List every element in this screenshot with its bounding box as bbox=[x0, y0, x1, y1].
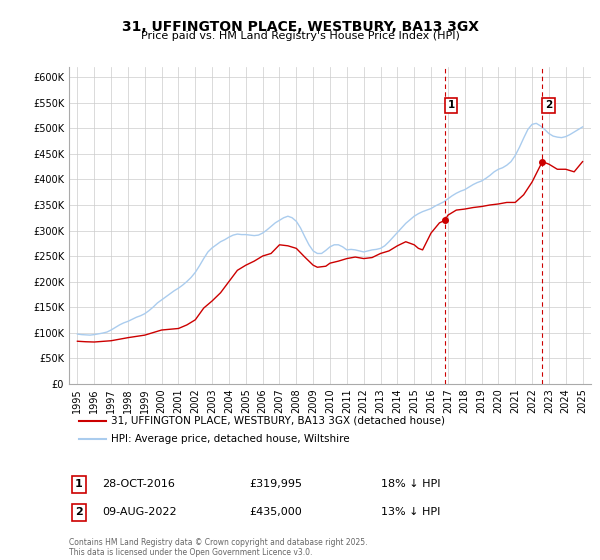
Text: 2: 2 bbox=[75, 507, 83, 517]
Text: 09-AUG-2022: 09-AUG-2022 bbox=[102, 507, 176, 517]
Text: 31, UFFINGTON PLACE, WESTBURY, BA13 3GX (detached house): 31, UFFINGTON PLACE, WESTBURY, BA13 3GX … bbox=[111, 416, 445, 426]
Text: HPI: Average price, detached house, Wiltshire: HPI: Average price, detached house, Wilt… bbox=[111, 435, 349, 445]
Text: Price paid vs. HM Land Registry's House Price Index (HPI): Price paid vs. HM Land Registry's House … bbox=[140, 31, 460, 41]
Text: 13% ↓ HPI: 13% ↓ HPI bbox=[381, 507, 440, 517]
Text: Contains HM Land Registry data © Crown copyright and database right 2025.
This d: Contains HM Land Registry data © Crown c… bbox=[69, 538, 367, 557]
Text: 1: 1 bbox=[75, 479, 83, 489]
Text: £319,995: £319,995 bbox=[249, 479, 302, 489]
Text: £435,000: £435,000 bbox=[249, 507, 302, 517]
Text: 1: 1 bbox=[448, 100, 455, 110]
Text: 31, UFFINGTON PLACE, WESTBURY, BA13 3GX: 31, UFFINGTON PLACE, WESTBURY, BA13 3GX bbox=[121, 20, 479, 34]
Text: 2: 2 bbox=[545, 100, 552, 110]
Text: 18% ↓ HPI: 18% ↓ HPI bbox=[381, 479, 440, 489]
Text: 28-OCT-2016: 28-OCT-2016 bbox=[102, 479, 175, 489]
